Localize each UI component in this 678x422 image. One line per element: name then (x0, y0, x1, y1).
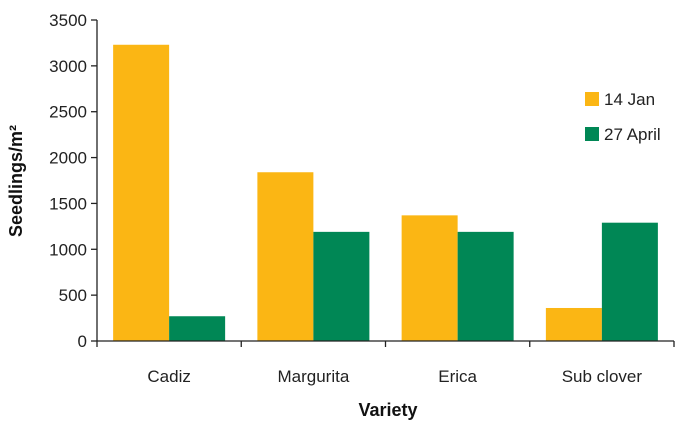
bar-sub-clover-27-april (601, 222, 658, 341)
bar-sub-clover-14-jan (545, 307, 602, 341)
bar-margurita-27-april (313, 231, 370, 341)
y-axis: 0 500 1000 1500 2000 2500 3000 3500 (49, 11, 98, 351)
bar-cadiz-27-april (169, 316, 226, 341)
legend-label-14-jan: 14 Jan (604, 90, 655, 109)
legend: 14 Jan 27 April (585, 90, 661, 144)
y-tick-label: 2500 (49, 103, 87, 122)
bars-group (113, 44, 658, 341)
x-tick-label: Cadiz (147, 367, 190, 386)
y-tick-label: 3500 (49, 11, 87, 30)
x-tick-label: Margurita (277, 367, 349, 386)
x-tick-label: Erica (438, 367, 477, 386)
y-tick-label: 3000 (49, 57, 87, 76)
y-tick-label: 1000 (49, 240, 87, 259)
y-tick-label: 0 (78, 332, 87, 351)
y-tick-label: 500 (59, 286, 87, 305)
bar-cadiz-14-jan (113, 44, 170, 341)
y-tick-label: 1500 (49, 194, 87, 213)
x-tick-label: Sub clover (562, 367, 643, 386)
bar-margurita-14-jan (257, 172, 314, 341)
x-axis: Cadiz Margurita Erica Sub clover (96, 340, 675, 386)
bar-erica-27-april (457, 231, 514, 341)
y-tick-label: 2000 (49, 149, 87, 168)
y-axis-title: Seedlings/m² (6, 125, 26, 237)
legend-swatch-27-april (585, 127, 599, 141)
bar-erica-14-jan (401, 215, 458, 341)
legend-label-27-april: 27 April (604, 125, 661, 144)
legend-swatch-14-jan (585, 92, 599, 106)
x-axis-title: Variety (358, 400, 417, 420)
